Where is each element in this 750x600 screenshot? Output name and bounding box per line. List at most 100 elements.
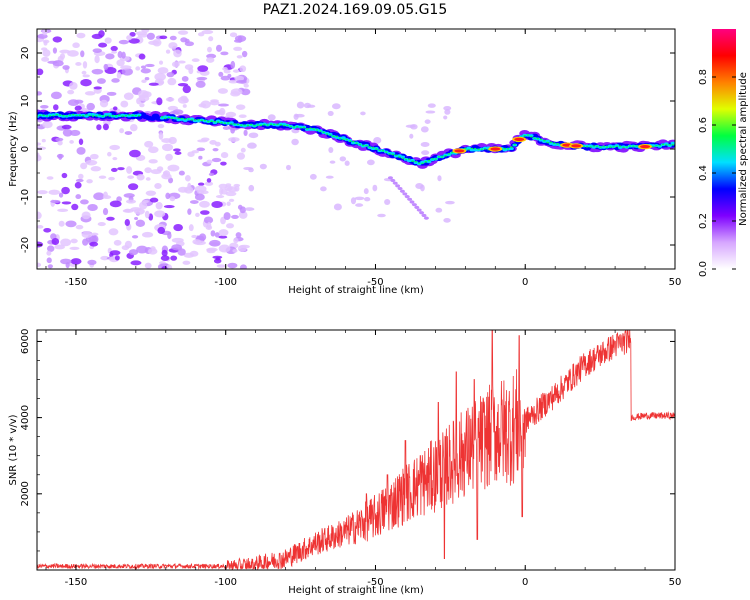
spectrogram-noise-blob [233, 237, 239, 244]
spectrogram-noise-blob [81, 211, 91, 220]
spectrogram-noise-blob [355, 203, 364, 207]
spectrogram-noise-blob [206, 178, 212, 183]
spectrogram-noise-blob [445, 200, 455, 205]
x-tick-label: 0 [522, 577, 528, 588]
spectrogram-noise-blob [120, 65, 132, 70]
spectrogram-noise-blob [197, 182, 205, 186]
spectrogram-ridge-blob [91, 115, 95, 117]
spectrogram-noise-blob [124, 131, 133, 135]
spectrogram-noise-blob [206, 159, 213, 164]
spectrogram-ridge-blob [342, 138, 345, 141]
spectrogram-noise-blob [78, 173, 84, 180]
spectrogram-noise-blob [223, 69, 231, 74]
snr-x-ticks: -150 -100 -50 0 50 [45, 330, 682, 588]
spectrogram-ridge-blob [62, 114, 65, 117]
spectrogram-noise-blob [46, 257, 52, 264]
spectrogram-noise-blob [76, 32, 86, 39]
spectrogram-noise-blob [54, 244, 65, 250]
y-tick-label: 0 [20, 146, 31, 152]
spectrogram-streak-blob [414, 205, 420, 209]
spectrogram-ridge-blob [427, 159, 431, 162]
spectrogram-ridge-blob [375, 148, 378, 150]
spectrogram-streak-blob [395, 184, 401, 188]
spectrogram-noise-blob [230, 60, 236, 69]
spectrogram-noise-blob [140, 65, 147, 69]
spectrogram-noise-blob [220, 75, 231, 81]
spectrogram-noise-blob [94, 55, 100, 64]
spectrogram-noise-blob [159, 35, 168, 40]
spectrogram-noise-blob [420, 184, 425, 192]
spectrogram-ridge-blob [276, 123, 279, 126]
spectrogram-noise-blob [70, 238, 78, 244]
spectrogram-streak-blob [392, 181, 398, 185]
spectrogram-ridge-blob [118, 114, 121, 116]
spectrogram-ridge-blob [203, 119, 207, 122]
spectrogram-noise-blob [114, 255, 120, 261]
spectrogram-ridge-blob [446, 153, 452, 157]
spectrogram-noise-blob [320, 186, 327, 192]
spectrogram-ridge-blob [305, 128, 309, 130]
spectrogram-ridge-blob [180, 117, 184, 120]
spectrogram-ridge-blob [447, 152, 451, 155]
spectrogram-noise-blob [234, 75, 245, 82]
spectrogram-noise-blob [240, 147, 246, 153]
spectrogram-ridge-blob [104, 114, 108, 117]
spectrogram-noise-blob [198, 103, 207, 108]
spectrogram-noise-blob [211, 157, 222, 163]
spectrogram-noise-blob [200, 210, 210, 215]
spectrogram-ridge-blob [543, 139, 546, 142]
spectrogram-ridge-blob [174, 117, 177, 119]
spectrogram-ridge-blob [309, 127, 312, 130]
spectrogram-noise-blob [60, 258, 72, 265]
spectrogram-noise-blob [46, 176, 54, 180]
spectrogram-noise-blob [43, 227, 52, 233]
spectrogram-noise-blob [137, 90, 149, 98]
spectrogram-noise-blob [62, 128, 73, 137]
spectrogram-ridge-blob [670, 141, 675, 145]
spectrogram-noise-blob [163, 204, 175, 209]
x-tick-label: 50 [669, 577, 682, 588]
spectrogram-noise-blob [443, 115, 448, 120]
y-tick-label: 10 [20, 95, 31, 108]
spectrogram-ridge-blob [394, 154, 398, 157]
spectrogram-noise-blob [135, 31, 148, 36]
spectrogram-noise-blob [187, 182, 192, 191]
spectrogram-noise-blob [46, 250, 52, 256]
spectrogram-noise-blob [98, 42, 108, 48]
x-tick-label: -150 [65, 277, 88, 288]
spectrogram-ridge-blob [187, 118, 190, 120]
spectrogram-noise-blob [75, 178, 84, 183]
spectrogram-noise-blob [98, 175, 107, 179]
spectrogram-noise-blob [130, 260, 142, 266]
spectrogram-ridge-blob [506, 148, 510, 150]
spectrogram-ridge-blob [197, 118, 200, 121]
spectrogram-noise-blob [81, 70, 87, 75]
spectrogram-ridge-blob [632, 145, 635, 147]
spectrogram-noise-blob [157, 80, 164, 85]
spectrogram-noise-blob [209, 100, 220, 106]
spectrogram-ridge-blob [408, 158, 411, 161]
spectrogram-noise-blob [91, 68, 104, 75]
spectrogram-noise-blob [118, 39, 129, 45]
spectrogram-ridge-blob [68, 114, 72, 116]
spectrogram-streak-blob [411, 203, 417, 207]
spectrogram-noise-blob [106, 91, 117, 96]
spectrogram-noise-blob [139, 201, 148, 210]
spectrogram-noise-blob [65, 220, 77, 228]
spectrogram-ridge-blob [401, 157, 404, 160]
spectrogram-noise-blob [129, 149, 141, 158]
spectrogram-noise-blob [377, 213, 386, 218]
spectrogram-noise-blob [147, 248, 158, 255]
spectrogram-noise-blob [420, 141, 430, 148]
spectrogram-ridge-blob [84, 114, 89, 118]
spectrogram-noise-blob [86, 179, 93, 184]
spectrogram-noise-blob [116, 196, 122, 203]
spectrogram-noise-blob [134, 216, 139, 221]
spectrogram-ridge-blob [299, 126, 302, 129]
spectrogram-ridge-blob [243, 124, 246, 126]
spectrogram-noise-blob [233, 39, 243, 43]
spectrogram-noise-blob [61, 186, 70, 195]
spectrogram-noise-blob [37, 190, 48, 195]
spectrogram-noise-blob [154, 183, 162, 190]
spectrogram-streak-blob [390, 178, 396, 183]
